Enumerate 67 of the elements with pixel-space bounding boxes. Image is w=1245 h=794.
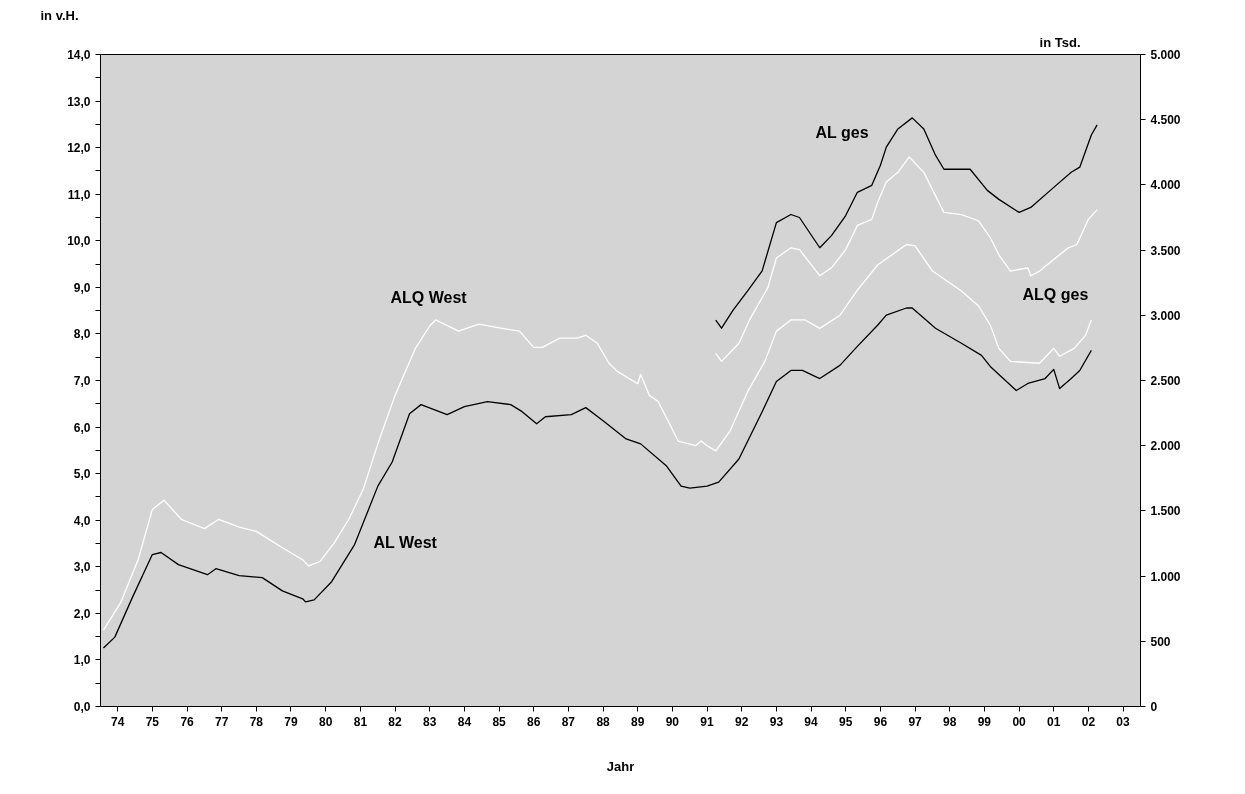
x-tick-label: 02 [1081, 714, 1096, 729]
y-tick-label: 13,0 [67, 94, 91, 109]
x-tick-label: 01 [1047, 714, 1061, 729]
y-tick-label: 1,0 [73, 653, 91, 668]
x-tick-label: 85 [492, 714, 507, 729]
y2-tick-label: 500 [1150, 634, 1171, 649]
x-tick-label: 82 [388, 714, 403, 729]
x-tick-label: 88 [596, 714, 611, 729]
y-tick-label: 11,0 [67, 187, 91, 202]
x-tick-label: 89 [631, 714, 645, 729]
x-tick-label: 80 [319, 714, 333, 729]
annotation: AL West [373, 533, 438, 551]
x-tick-label: 97 [908, 714, 923, 729]
y2-tick-label: 2.500 [1150, 374, 1181, 388]
y-tick-label: 2,0 [73, 606, 91, 621]
x-tick-label: 92 [735, 714, 749, 729]
y-tick-label: 6,0 [73, 420, 91, 435]
x-tick-label: 83 [423, 714, 437, 729]
y2-tick-label: 1.000 [1150, 569, 1181, 584]
y-tick-label: 4,0 [73, 513, 91, 528]
x-tick-label: 75 [145, 714, 160, 729]
x-tick-label: 03 [1116, 714, 1131, 729]
y-axis-title: in v.H. [40, 7, 79, 23]
x-tick-label: 78 [249, 714, 264, 729]
x-tick-label: 74 [111, 714, 125, 729]
x-tick-label: 91 [700, 714, 715, 729]
y2-tick-label: 1.500 [1150, 504, 1181, 519]
x-tick-label: 98 [943, 714, 957, 729]
line-series [715, 117, 1098, 329]
annotation: ALQ West [390, 288, 468, 306]
y-tick-label: 7,0 [73, 374, 91, 388]
y-tick-label: 10,0 [67, 234, 91, 249]
x-tick-label: 00 [1012, 714, 1027, 729]
x-tick-label: 99 [977, 714, 992, 729]
y-tick-label: 5,0 [73, 467, 91, 482]
x-tick-label: 96 [873, 714, 888, 729]
x-tick-label: 84 [457, 714, 472, 729]
x-tick-label: 81 [353, 714, 368, 729]
x-tick-label: 86 [527, 714, 541, 729]
x-tick-label: 94 [804, 714, 819, 729]
x-axis-title: Jahr [606, 758, 635, 774]
x-tick-label: 95 [839, 714, 853, 729]
y2-tick-label: 0 [1150, 700, 1158, 714]
x-tick-label: 90 [665, 714, 680, 729]
annotation: ALQ ges [1022, 285, 1089, 303]
line-series [102, 307, 1092, 649]
y-tick-label: 9,0 [73, 280, 91, 295]
x-tick-label: 77 [215, 714, 229, 729]
y-tick-label: 8,0 [73, 327, 91, 342]
line-series [715, 156, 1098, 363]
x-tick-label: 93 [769, 714, 784, 729]
x-tick-label: 76 [180, 714, 195, 729]
y-tick-label: 12,0 [67, 141, 91, 156]
y2-tick-label: 3.000 [1150, 308, 1181, 323]
y2-tick-label: 5.000 [1150, 48, 1181, 62]
y2-tick-label: 3.500 [1150, 243, 1181, 258]
y2-tick-label: 4.000 [1150, 178, 1181, 193]
annotation: AL ges [815, 123, 869, 141]
y2-tick-label: 2.000 [1150, 439, 1181, 454]
x-tick-label: 87 [561, 714, 576, 729]
y-tick-label: 3,0 [73, 560, 91, 575]
y2-tick-label: 4.500 [1150, 113, 1181, 128]
y-tick-label: 0,0 [73, 700, 91, 714]
y-tick-label: 14,0 [67, 48, 91, 62]
line-series [102, 243, 1092, 631]
x-tick-label: 79 [284, 714, 298, 729]
y2-axis-title: in Tsd. [1039, 34, 1081, 50]
